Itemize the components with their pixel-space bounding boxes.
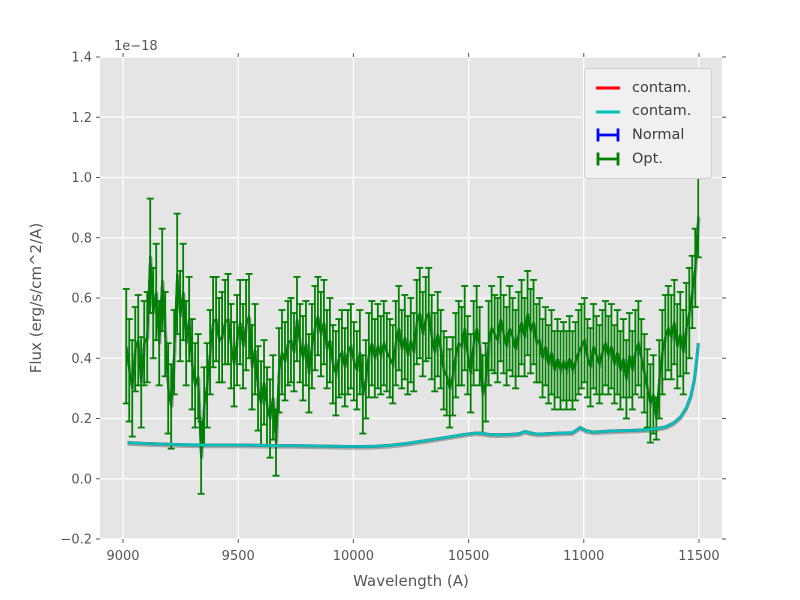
y-tick-label: 1.2 [71,111,92,126]
y-tick-label: 0.2 [71,412,92,427]
y-tick-label: 1.4 [71,51,92,66]
x-tick-label: 10000 [333,549,374,564]
x-axis-label: Wavelength (A) [353,572,469,590]
y-axis-offset-label: 1e−18 [114,39,158,54]
y-tick-label: 1.0 [71,171,92,186]
y-tick-label: 0.4 [71,352,92,367]
y-tick-labels: −0.2 0.0 0.2 0.4 0.6 0.8 1.0 1.2 1.4 [60,51,92,548]
x-tick-label: 9500 [222,549,255,564]
x-tick-label: 11500 [678,549,719,564]
y-axis-label: Flux (erg/s/cm^2/A) [27,222,45,374]
red-line-sample-icon [596,86,620,90]
legend-label: contam. [632,103,692,120]
y-tick-label: −0.2 [60,533,92,548]
x-tick-label: 10500 [448,549,489,564]
legend-label: contam. [632,79,692,96]
green-errorbar-sample-icon [596,152,620,166]
x-tick-label: 9000 [106,549,139,564]
series-opt-line [125,216,700,459]
legend-item-opt: Opt. [595,147,701,171]
legend: contam. contam. Normal Opt. [584,68,712,179]
legend-item-contam-red: contam. [595,76,701,100]
series-contam-cyan [127,343,700,448]
tick-marks [96,53,726,543]
y-tick-label: 0.0 [71,472,92,487]
cyan-line-sample-icon [596,110,620,114]
y-tick-label: 0.6 [71,292,92,307]
y-tick-label: 0.8 [71,231,92,246]
x-tick-labels: 9000 9500 10000 10500 11000 11500 [106,549,719,564]
x-tick-label: 11000 [563,549,604,564]
blue-errorbar-sample-icon [596,128,620,142]
legend-item-normal: Normal [595,124,701,148]
legend-label: Opt. [632,150,663,167]
legend-item-contam-cyan: contam. [595,100,701,124]
legend-label: Normal [632,127,685,144]
